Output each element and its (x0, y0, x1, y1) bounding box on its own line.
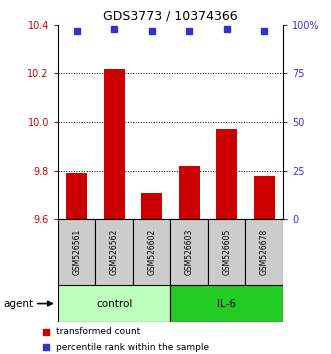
Bar (104, 69, 124, 219)
Title: GDS3773 / 10374366: GDS3773 / 10374366 (103, 9, 238, 22)
Bar (208, 219, 246, 285)
Text: GSM526678: GSM526678 (260, 229, 269, 275)
Text: control: control (96, 298, 132, 309)
Text: GSM526602: GSM526602 (147, 229, 156, 275)
Text: GSM526603: GSM526603 (185, 229, 194, 275)
Bar (246, 219, 283, 285)
Bar (141, 193, 162, 219)
Bar (254, 176, 274, 219)
Text: GSM526562: GSM526562 (110, 229, 119, 275)
Text: GSM526605: GSM526605 (222, 229, 231, 275)
Text: percentile rank within the sample: percentile rank within the sample (56, 343, 209, 352)
Bar (216, 130, 237, 219)
Bar (58, 219, 95, 285)
Text: agent: agent (3, 299, 33, 309)
Bar (179, 166, 200, 219)
Bar (170, 285, 283, 322)
Bar (170, 219, 208, 285)
Text: IL-6: IL-6 (217, 298, 236, 309)
Text: GSM526561: GSM526561 (72, 229, 81, 275)
Bar (95, 219, 133, 285)
Text: transformed count: transformed count (56, 327, 140, 336)
Bar (133, 219, 170, 285)
Bar (58, 285, 170, 322)
Bar (66, 173, 87, 219)
